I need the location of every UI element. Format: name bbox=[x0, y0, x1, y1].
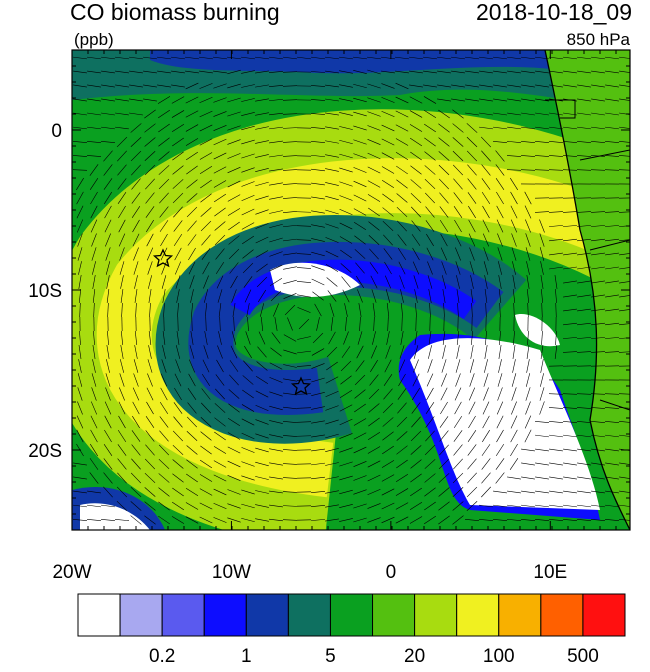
colorbar-swatch bbox=[541, 594, 583, 636]
colorbar-swatch bbox=[373, 594, 415, 636]
colorbar-swatch bbox=[415, 594, 457, 636]
field bbox=[72, 50, 633, 530]
colorbar-swatch bbox=[457, 594, 499, 636]
x-tick-label: 20W bbox=[52, 562, 91, 583]
x-tick-label: 10W bbox=[212, 562, 251, 583]
colorbar-swatch bbox=[499, 594, 541, 636]
colorbar-label: 1 bbox=[241, 646, 252, 667]
date: 2018-10-18_09 bbox=[476, 0, 632, 25]
title: CO biomass burning bbox=[70, 0, 280, 25]
colorbar-swatch bbox=[78, 594, 120, 636]
y-tick-label: 0 bbox=[51, 121, 62, 142]
colorbar-label: 20 bbox=[404, 646, 425, 667]
x-tick-label: 10E bbox=[533, 562, 567, 583]
colorbar-label: 100 bbox=[483, 646, 515, 667]
colorbar-swatch bbox=[583, 594, 625, 636]
y-tick-label: 20S bbox=[28, 441, 62, 462]
colorbar-swatch bbox=[330, 594, 372, 636]
colorbar-swatch bbox=[246, 594, 288, 636]
colorbar-swatch bbox=[162, 594, 204, 636]
colorbar-label: 5 bbox=[325, 646, 336, 667]
x-tick-label: 0 bbox=[386, 562, 397, 583]
colorbar-swatch bbox=[204, 594, 246, 636]
y-tick-label: 10S bbox=[28, 281, 62, 302]
colorbar-swatch bbox=[288, 594, 330, 636]
level: 850 hPa bbox=[567, 30, 631, 49]
units: (ppb) bbox=[74, 30, 114, 49]
colorbar-label: 0.2 bbox=[149, 646, 175, 667]
colorbar-label: 500 bbox=[567, 646, 599, 667]
colorbar: 0.2 1 5 20 100 500 bbox=[78, 594, 625, 667]
colorbar-swatch bbox=[120, 594, 162, 636]
